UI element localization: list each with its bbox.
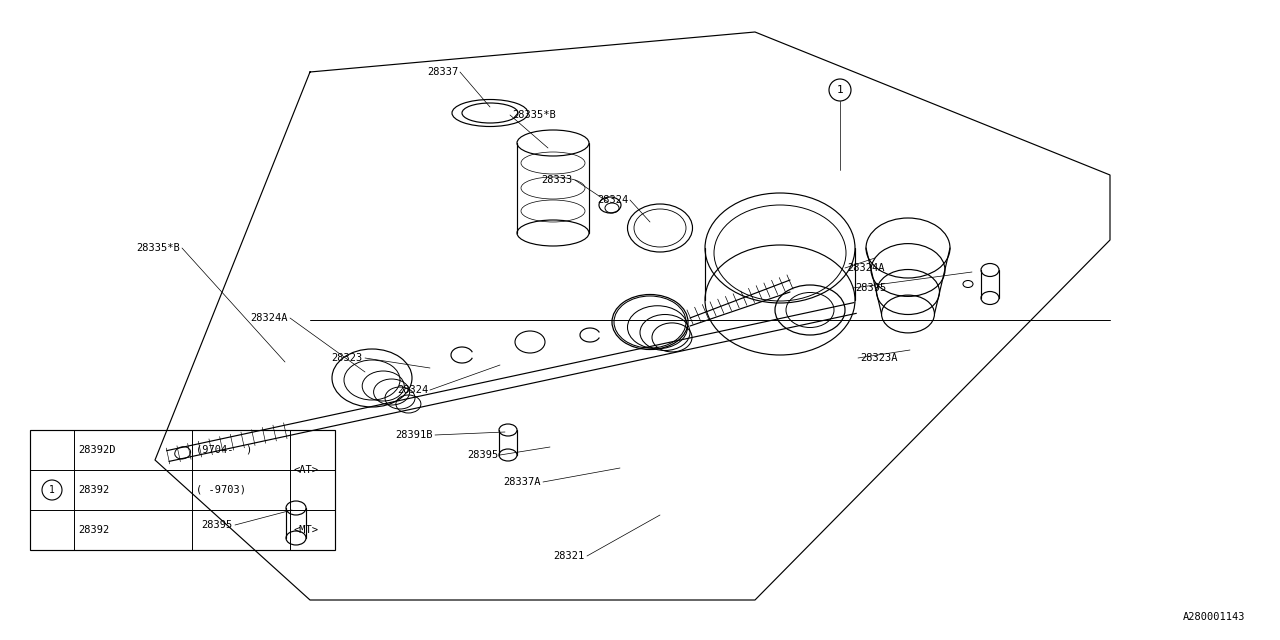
Text: 28323A: 28323A [860,353,897,363]
Text: 28321: 28321 [554,551,585,561]
Text: 28324: 28324 [397,385,428,395]
Text: 28391B: 28391B [396,430,433,440]
Text: 1: 1 [837,85,844,95]
Text: <AT>: <AT> [294,465,319,475]
Text: 28324A: 28324A [847,263,884,273]
Text: 28392D: 28392D [78,445,115,455]
Text: (9704-  ): (9704- ) [196,445,252,455]
Text: 28392: 28392 [78,485,109,495]
Text: 28395: 28395 [467,450,498,460]
Text: 28395: 28395 [855,283,886,293]
Text: 28324: 28324 [596,195,628,205]
Bar [29,430,335,550]
Text: 28324A: 28324A [251,313,288,323]
Text: 28335*B: 28335*B [512,110,556,120]
Text: <MT>: <MT> [294,525,319,535]
Text: 28395: 28395 [202,520,233,530]
Text: ( -9703): ( -9703) [196,485,246,495]
Text: 28392: 28392 [78,525,109,535]
Text: 1: 1 [49,485,55,495]
Text: 28333: 28333 [541,175,573,185]
Text: 28323: 28323 [332,353,364,363]
Text: 28337A: 28337A [503,477,541,487]
Text: A280001143: A280001143 [1183,612,1245,622]
Text: 28337: 28337 [426,67,458,77]
Text: 28335*B: 28335*B [136,243,180,253]
